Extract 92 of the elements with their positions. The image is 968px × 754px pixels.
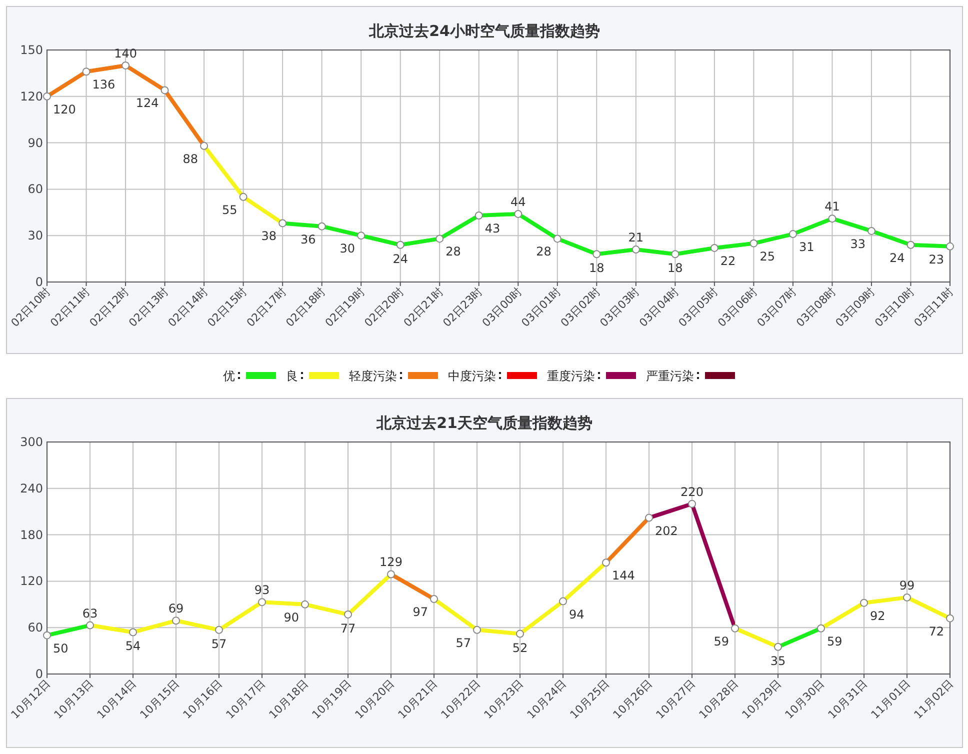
data-label: 28 <box>536 244 552 259</box>
chart-title: 北京过去21天空气质量指数趋势 <box>376 414 592 432</box>
data-label: 44 <box>510 194 526 209</box>
x-tick-label: 10月18日 <box>266 676 312 722</box>
data-label: 36 <box>300 232 316 246</box>
data-label: 57 <box>211 636 227 651</box>
x-tick-label: 10月28日 <box>696 676 742 722</box>
y-tick-label: 0 <box>35 275 43 289</box>
y-tick-label: 90 <box>28 136 43 150</box>
data-label: 18 <box>589 261 604 276</box>
data-label: 69 <box>168 602 184 616</box>
data-label: 59 <box>827 634 842 648</box>
data-label: 24 <box>392 252 408 266</box>
data-label: 50 <box>53 641 68 656</box>
legend-item: 良 <box>286 369 339 383</box>
x-tick-label: 10月20日 <box>352 676 398 722</box>
data-label: 59 <box>714 634 729 648</box>
data-label: 33 <box>850 236 866 251</box>
data-label: 72 <box>928 624 944 638</box>
data-label: 88 <box>182 152 198 166</box>
data-label: 35 <box>770 654 786 668</box>
data-label: 52 <box>512 640 528 655</box>
data-label: 94 <box>569 607 584 622</box>
data-label: 77 <box>340 621 356 636</box>
legend-item: 优 <box>223 369 276 383</box>
category-label: 中度污染 <box>448 369 496 383</box>
category-label: 轻度污染 <box>349 369 397 383</box>
x-tick-label: 10月27日 <box>654 676 698 722</box>
data-label: 136 <box>92 78 116 92</box>
x-tick-label: 10月19日 <box>310 676 354 722</box>
x-tick-label: 10月22日 <box>438 676 484 722</box>
data-label: 129 <box>380 555 402 570</box>
data-label: 24 <box>889 250 905 265</box>
data-label: 23 <box>928 252 944 266</box>
y-tick-label: 60 <box>28 182 43 196</box>
y-tick-label: 120 <box>20 574 43 588</box>
legend-item: 严重污染 <box>646 369 735 383</box>
x-tick-label: 10月24日 <box>524 676 570 722</box>
data-label: 120 <box>53 102 76 116</box>
data-label: 55 <box>222 202 238 217</box>
x-tick-label: 10月31日 <box>826 676 870 722</box>
x-tick-label: 10月17日 <box>224 676 268 722</box>
data-label: 202 <box>655 524 678 538</box>
y-tick-label: 300 <box>20 435 43 449</box>
y-tick-label: 120 <box>20 89 43 104</box>
data-label: 57 <box>456 636 471 650</box>
y-tick-label: 180 <box>20 528 43 542</box>
x-tick-label: 10月26日 <box>610 676 656 722</box>
x-tick-label: 10月30日 <box>782 676 828 722</box>
data-label: 99 <box>899 578 915 592</box>
x-tick-label: 10月15日 <box>138 676 182 722</box>
x-tick-label: 10月14日 <box>94 676 140 722</box>
legend-item: 重度污染 <box>547 369 636 383</box>
data-label: 25 <box>760 249 775 264</box>
category-label: 重度污染 <box>547 369 595 383</box>
data-label: 90 <box>284 610 299 624</box>
chart-title: 北京过去24小时空气质量指数趋势 <box>368 22 600 40</box>
x-tick-label: 10月21日 <box>396 676 440 722</box>
x-tick-label: 10月29日 <box>740 676 784 722</box>
y-tick-label: 240 <box>20 481 43 496</box>
category-label: 严重污染 <box>646 369 694 383</box>
data-label: 97 <box>412 604 428 619</box>
legend-item: 轻度污染 <box>349 369 438 383</box>
data-label: 21 <box>628 230 644 245</box>
data-label: 28 <box>446 244 461 259</box>
data-label: 144 <box>612 568 635 583</box>
y-tick-label: 60 <box>28 620 43 635</box>
data-label: 30 <box>340 242 356 256</box>
data-label: 63 <box>82 606 98 620</box>
x-tick-label: 10月23日 <box>482 676 526 722</box>
data-label: 93 <box>254 583 270 598</box>
y-tick-label: 150 <box>20 43 43 57</box>
x-tick-label: 10月13日 <box>52 676 96 722</box>
x-tick-label: 11月01日 <box>868 676 914 722</box>
x-tick-label: 10月16日 <box>180 676 226 722</box>
data-label: 92 <box>870 608 886 623</box>
x-tick-label: 11月02日 <box>912 676 956 722</box>
data-label: 38 <box>261 229 277 244</box>
data-label: 140 <box>114 46 137 60</box>
data-label: 18 <box>668 261 683 276</box>
category-label: 优 <box>223 369 235 383</box>
category-label: 良 <box>286 369 298 383</box>
legend-item: 中度污染 <box>448 369 537 383</box>
x-tick-label: 10月25日 <box>568 676 612 722</box>
data-label: 54 <box>125 639 141 654</box>
data-label: 220 <box>680 484 704 499</box>
data-label: 31 <box>798 240 814 254</box>
data-label: 41 <box>824 200 840 214</box>
data-label: 22 <box>720 254 736 268</box>
data-label: 124 <box>136 96 159 110</box>
data-label: 43 <box>484 221 500 236</box>
y-tick-label: 30 <box>28 228 43 243</box>
